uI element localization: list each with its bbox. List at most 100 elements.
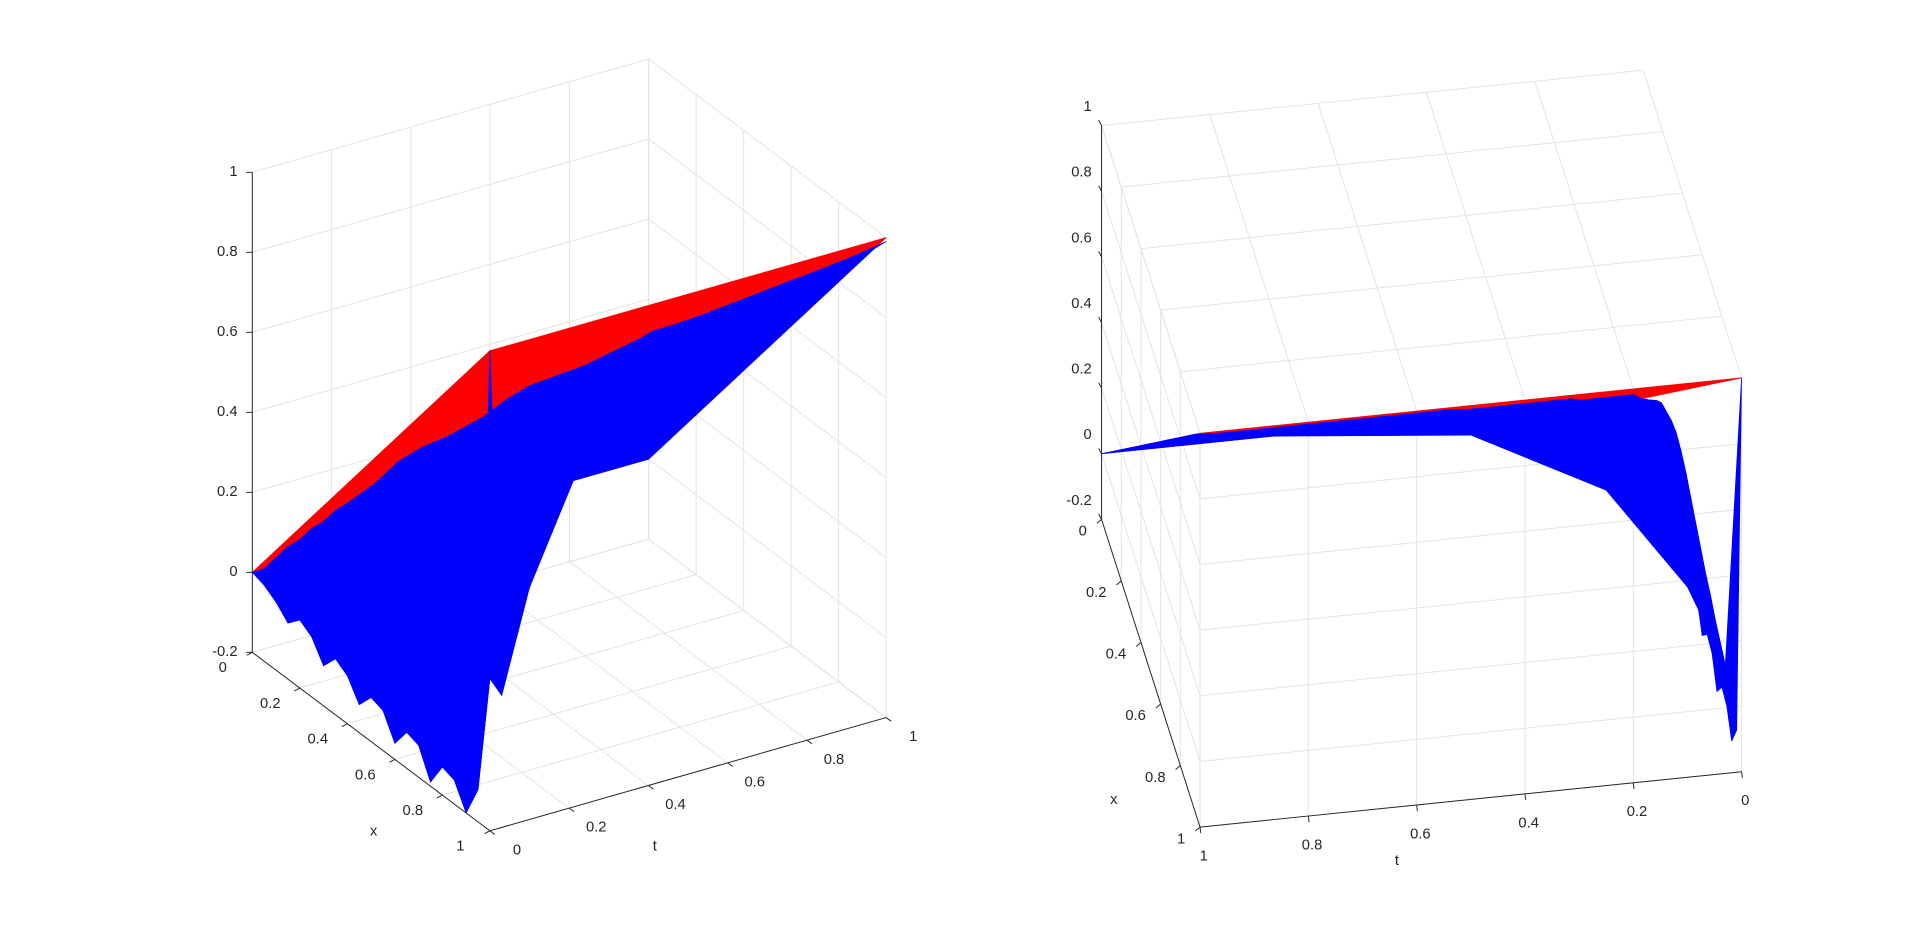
x-tick [436,794,443,799]
x-axis-line [1101,519,1201,828]
x-axis-title: x [370,823,378,839]
x-tick [341,723,348,728]
z-tick-label: 0.8 [217,244,238,260]
grid-line [1121,131,1663,188]
grid-line [1209,114,1309,423]
z-tick-label: 0 [1084,427,1092,443]
y-tick-label: 0.4 [665,797,686,813]
z-tick-label: 1 [1084,99,1092,115]
grid-line [1534,81,1634,390]
y-tick [806,739,813,745]
x-tick-label: 0.8 [1145,770,1166,786]
y-tick [568,807,575,813]
y-tick [1416,804,1418,812]
z-tick-label: 1 [229,164,237,180]
axes-panel: 00.20.40.60.81x00.20.40.60.81t-0.200.20.… [212,58,917,858]
grid-line [252,138,649,253]
y-tick [1307,815,1310,823]
x-tick-label: 0.2 [260,696,281,712]
y-tick-label: 0 [1741,793,1749,809]
x-tick [294,687,301,692]
grid-line [648,538,887,718]
y-tick-label: 1 [1200,849,1208,865]
y-tick [1632,782,1635,789]
y-tick-label: 1 [909,729,917,745]
x-tick [389,758,396,763]
z-tick-label: -0.2 [1066,493,1091,509]
y-tick [885,717,892,722]
x-tick-label: 0.6 [1125,708,1146,724]
z-tick [1098,251,1103,258]
grid-line [569,561,808,741]
x-tick-label: 0.2 [1086,585,1107,601]
grid-line [1180,315,1722,373]
z-tick [1098,185,1103,192]
grid-line [1140,192,1683,250]
z-tick-label: 0.6 [1071,230,1092,246]
grid-line [489,583,728,764]
y-tick-label: 0 [513,842,521,858]
x-tick [484,830,491,835]
y-tick [1524,793,1527,801]
y-tick-label: 0.2 [586,820,607,836]
x-tick [1116,580,1122,586]
y-axis-title: t [1395,853,1399,869]
x-tick-label: 0.4 [308,732,329,748]
x-axis-line [252,651,491,832]
y-axis-line [489,717,887,832]
surface-patch [477,350,503,791]
grid-line [648,138,887,318]
z-tick-label: 0.2 [1071,362,1092,378]
grid-line [1101,322,1201,631]
surface-patch [1626,398,1649,418]
y-tick [1199,827,1202,834]
grid-line [1160,254,1703,311]
z-tick-label: 0.8 [1071,165,1092,181]
grid-line [1101,69,1644,127]
grid-line [1199,574,1742,631]
z-tick-label: 0.6 [217,324,238,340]
x-axis-title: x [1110,792,1118,808]
grid-line [1317,103,1418,412]
z-tick-label: 0.4 [1071,296,1092,312]
x-tick-label: 0.6 [355,767,376,783]
grid-line [442,681,839,796]
y-tick-label: 0.6 [744,774,765,790]
x-tick-label: 0.8 [403,803,424,819]
z-tick [1098,382,1103,389]
y-tick [1741,771,1743,778]
y-tick-label: 0.4 [1518,815,1539,831]
grid-line [1426,92,1526,401]
y-axis-title: t [653,839,657,855]
y-axis-line [1199,771,1742,828]
surface-patch [576,324,689,443]
x-tick-label: 1 [1177,831,1185,847]
z-tick [1098,513,1103,520]
y-tick-label: 0.8 [824,752,845,768]
grid-line [1101,387,1201,696]
x-tick-label: 0 [1079,524,1087,540]
x-tick-label: 0 [219,660,227,676]
grid-line [1101,125,1201,434]
z-tick [1098,448,1103,454]
x-tick-label: 1 [456,839,464,855]
grid-line [1101,191,1201,500]
grid-line [252,298,649,413]
grid-line [252,218,649,333]
grid-line [1642,70,1743,379]
z-tick [1098,316,1103,323]
grid-line [252,58,649,173]
grid-line [1199,705,1742,762]
grid-line [1101,453,1201,762]
grid-line [1199,639,1742,697]
x-tick [1194,826,1201,832]
z-tick [1098,119,1103,126]
y-tick-label: 0.8 [1302,837,1323,853]
y-tick-label: 0.6 [1410,826,1431,842]
grid-line [648,458,887,638]
grid-line [1101,256,1201,565]
x-tick-label: 0.4 [1106,647,1127,663]
x-tick [1096,519,1102,524]
